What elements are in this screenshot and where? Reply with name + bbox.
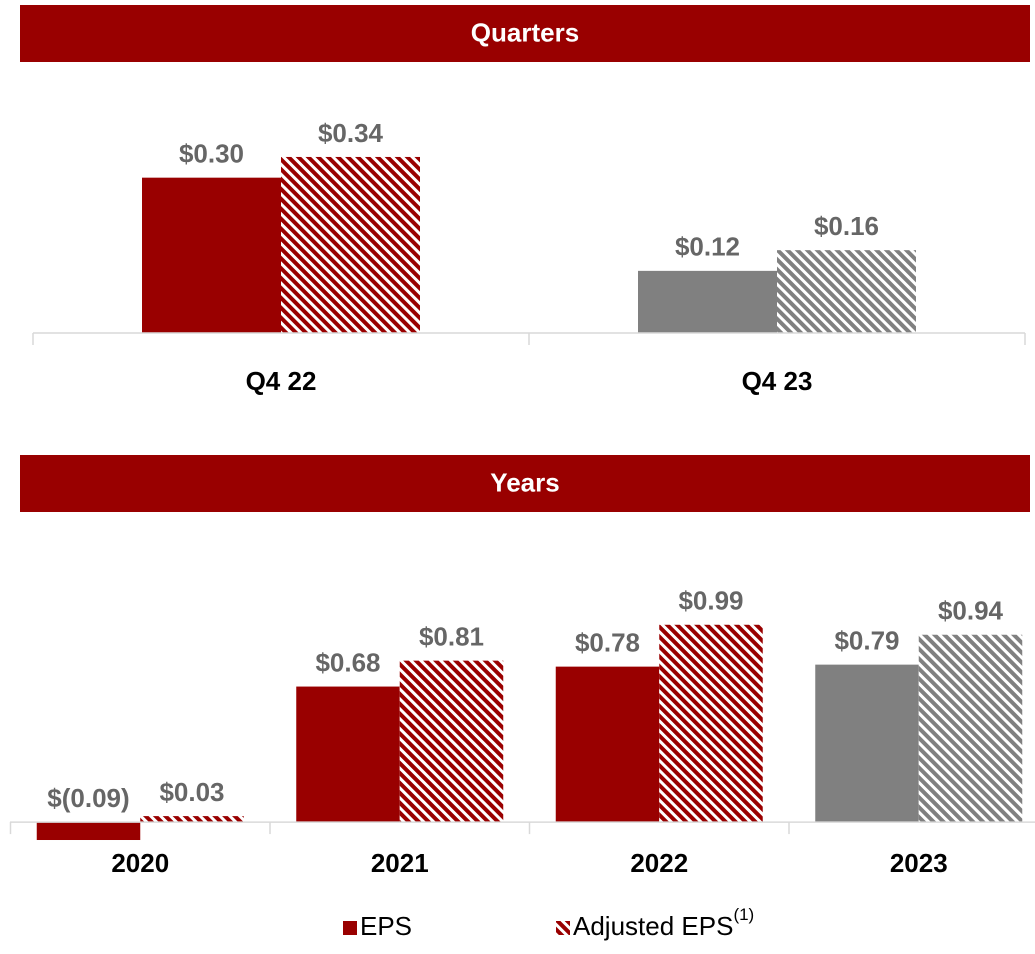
value-label: $0.99 — [678, 586, 743, 616]
x-tick-label: Q4 23 — [742, 366, 813, 396]
legend-text: Adjusted EPS — [573, 911, 733, 941]
value-label: $(0.09) — [47, 783, 129, 813]
value-label: $0.94 — [938, 596, 1004, 626]
value-label: $0.16 — [814, 211, 879, 241]
bar — [659, 624, 763, 823]
legend-label: Adjusted EPS(1) — [573, 905, 754, 940]
bar — [281, 156, 420, 333]
value-label: $0.79 — [834, 626, 899, 656]
section-header — [20, 455, 1030, 512]
bar — [555, 666, 660, 823]
bar — [140, 816, 244, 823]
value-label: $0.81 — [419, 622, 484, 652]
bar — [777, 250, 916, 333]
x-tick-label: 2020 — [111, 848, 169, 878]
legend-label: EPS — [360, 911, 412, 941]
section-header — [20, 5, 1030, 62]
legend-swatch — [343, 921, 357, 935]
x-tick-label: 2021 — [371, 848, 429, 878]
value-label: $0.30 — [179, 139, 244, 169]
value-label: $0.12 — [675, 232, 740, 262]
x-tick-label: 2023 — [890, 848, 948, 878]
bar — [36, 822, 141, 841]
section-title: Quarters — [471, 17, 579, 47]
bar — [815, 664, 919, 823]
section-title: Years — [490, 467, 559, 497]
bar — [399, 660, 504, 823]
bar — [638, 270, 777, 333]
value-label: $0.34 — [318, 118, 384, 148]
bar — [142, 177, 281, 333]
x-tick-label: 2022 — [630, 848, 688, 878]
legend-swatch — [556, 921, 570, 935]
x-tick-label: Q4 22 — [246, 366, 317, 396]
value-label: $0.78 — [575, 628, 640, 658]
bar — [918, 634, 1023, 823]
value-label: $0.68 — [315, 647, 380, 677]
legend-text: EPS — [360, 911, 412, 941]
bar — [296, 686, 400, 823]
legend-footnote: (1) — [733, 905, 754, 924]
value-label: $0.03 — [159, 777, 224, 807]
